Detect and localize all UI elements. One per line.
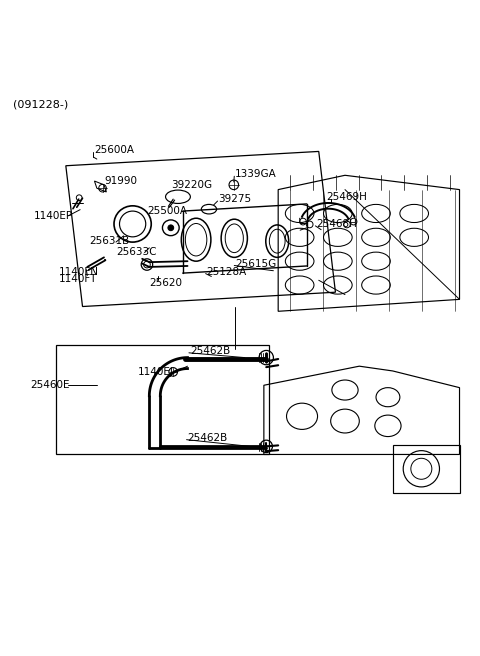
Text: 39275: 39275 xyxy=(218,194,252,204)
Circle shape xyxy=(168,225,174,231)
Text: 25128A: 25128A xyxy=(206,267,247,277)
Text: 25631B: 25631B xyxy=(90,236,130,246)
Text: 25462B: 25462B xyxy=(190,346,230,356)
Text: 1140FN: 1140FN xyxy=(59,267,99,277)
Text: 25600A: 25600A xyxy=(95,145,134,155)
Text: 25500A: 25500A xyxy=(147,206,187,216)
Text: 91990: 91990 xyxy=(104,176,137,186)
Text: 1140EJ: 1140EJ xyxy=(137,367,173,377)
Text: 25468H: 25468H xyxy=(316,219,357,229)
Text: 25620: 25620 xyxy=(149,277,182,288)
Text: 1140EP: 1140EP xyxy=(34,211,73,221)
Text: 1140FT: 1140FT xyxy=(59,274,97,284)
Text: 39220G: 39220G xyxy=(171,180,212,190)
Text: 25460E: 25460E xyxy=(30,380,70,390)
Text: 1339GA: 1339GA xyxy=(235,169,277,179)
Text: 25615G: 25615G xyxy=(235,258,276,268)
Text: 25469H: 25469H xyxy=(326,192,367,202)
Text: (091228-): (091228-) xyxy=(13,100,69,110)
Text: 25462B: 25462B xyxy=(188,433,228,443)
Text: 25633C: 25633C xyxy=(116,247,156,256)
